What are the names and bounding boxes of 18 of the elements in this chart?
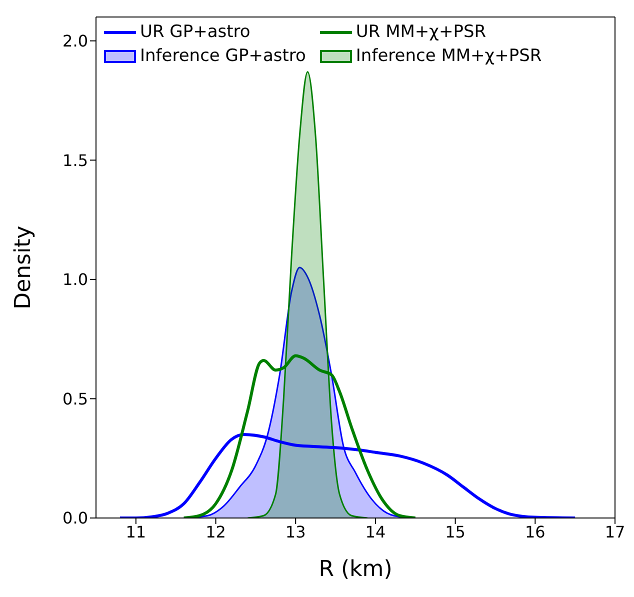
x-tick-label: 13	[285, 522, 306, 542]
x-tick-label: 14	[365, 522, 386, 542]
x-tick-label: 11	[126, 522, 146, 542]
y-axis-title: Density	[10, 226, 36, 310]
legend-label: Inference MM+χ+PSR	[356, 46, 542, 66]
x-tick-label: 12	[206, 522, 226, 542]
x-tick-label: 16	[524, 522, 546, 542]
legend-label: UR MM+χ+PSR	[356, 22, 486, 42]
legend-label: UR GP+astro	[140, 22, 250, 42]
x-tick-label: 17	[604, 522, 626, 542]
y-tick-label: 0.5	[62, 389, 88, 408]
x-tick-label: 15	[445, 522, 466, 542]
y-tick-label: 1.5	[62, 150, 88, 170]
y-tick-label: 2.0	[62, 32, 88, 51]
x-axis-title: R (km)	[318, 557, 392, 582]
y-tick-label: 0.0	[62, 508, 88, 528]
y-tick-label: 1.0	[62, 270, 88, 290]
legend-label: Inference GP+astro	[140, 46, 306, 66]
